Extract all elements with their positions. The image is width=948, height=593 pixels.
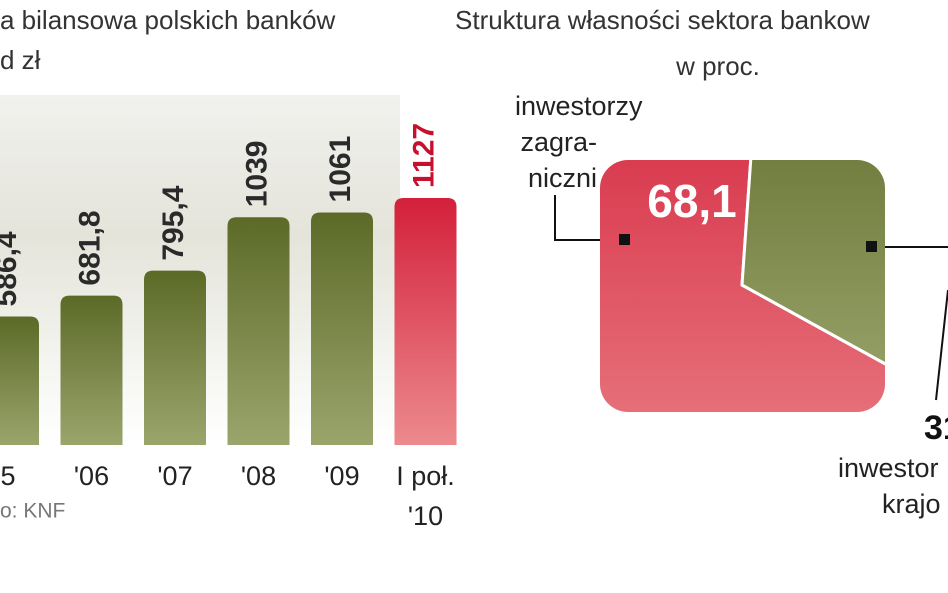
chart-title: Struktura własności sektora bankow bbox=[455, 5, 870, 35]
value-label: 68,1 bbox=[647, 175, 737, 227]
pie-slice bbox=[600, 160, 885, 412]
x-tick-label: '08 bbox=[240, 461, 277, 491]
x-tick-label: 5 bbox=[0, 461, 16, 491]
chart-subtitle: w proc. bbox=[675, 51, 760, 81]
value-label: 1127 bbox=[407, 123, 440, 188]
slice-label: niczni bbox=[528, 163, 597, 193]
chart-title: a bilansowa polskich banków bbox=[0, 5, 336, 35]
slice-label: inwestorzy bbox=[515, 91, 643, 121]
value-label: 1039 bbox=[240, 141, 273, 208]
bar bbox=[0, 316, 39, 445]
x-tick-label: I poł. '10 bbox=[396, 461, 455, 531]
marker bbox=[866, 241, 877, 252]
value-label: 1061 bbox=[324, 136, 357, 203]
x-tick-label: '06 bbox=[73, 461, 110, 491]
pie-slice bbox=[740, 160, 885, 412]
value-label: 681,8 bbox=[73, 210, 106, 285]
bar bbox=[311, 212, 373, 445]
x-tick-label: '09 bbox=[324, 461, 360, 491]
x-tick-label: '07 bbox=[157, 461, 193, 491]
marker bbox=[619, 234, 630, 245]
chart-subtitle: d zł bbox=[0, 45, 41, 75]
value-label: 31 bbox=[924, 409, 948, 447]
bar bbox=[60, 295, 123, 445]
bar bbox=[394, 197, 457, 445]
slice-label: inwestor bbox=[838, 453, 939, 483]
bar bbox=[227, 217, 290, 445]
pie bbox=[600, 160, 885, 412]
bar bbox=[144, 270, 206, 445]
value-label: 586,4 bbox=[0, 231, 23, 306]
slice-label: zagra- bbox=[520, 127, 597, 157]
slice-label: krajo bbox=[882, 489, 941, 519]
value-label: 795,4 bbox=[157, 185, 190, 260]
source: o: KNF bbox=[0, 500, 65, 523]
